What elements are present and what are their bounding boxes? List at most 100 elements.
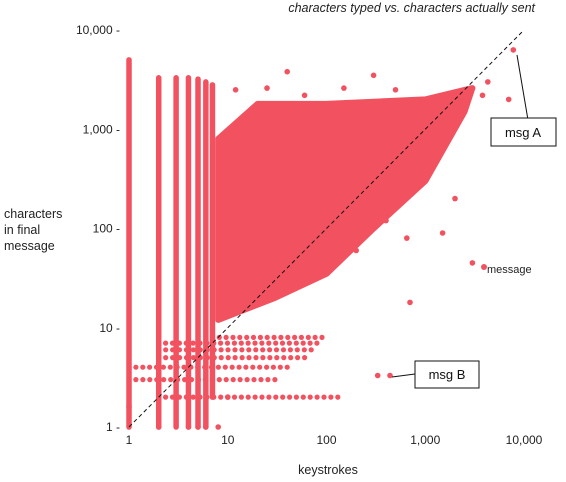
y-tick-label: 100 - [93,222,120,236]
y-tick-label: 10 - [99,321,120,335]
data-point [273,394,279,400]
legend-marker [481,264,487,270]
data-point [154,377,160,383]
data-point [267,355,273,361]
data-point [244,334,250,340]
data-point [246,347,252,353]
annotation-msg-b: msg B [391,360,480,389]
data-point [163,347,169,353]
data-point [374,372,381,379]
data-point [209,334,216,340]
data-point [307,394,313,400]
data-point [266,394,272,400]
data-point [160,364,166,370]
data-point [321,394,327,400]
data-point [176,347,183,353]
data-point [284,68,291,75]
data-point [272,377,278,383]
data-point [445,136,451,142]
data-point [259,340,265,346]
data-point [301,92,308,99]
data-point [216,377,222,383]
data-point [293,394,299,400]
reference-line-y-equals-x [128,29,525,428]
data-point [176,340,182,346]
data-point [505,96,512,103]
data-point [239,355,245,361]
data-point [295,355,301,361]
data-point [170,355,176,361]
data-point [211,355,217,361]
x-tick-label: 1 [126,433,133,447]
y-tick-label: 10,000 - [76,23,120,37]
data-point [197,394,203,400]
data-point [155,424,162,430]
data-point [126,377,132,383]
data-point [237,334,243,340]
data-point [224,340,231,346]
data-point [216,334,222,340]
data-point [301,347,307,353]
data-point [287,347,293,353]
data-point [257,334,263,340]
data-point [353,247,360,254]
data-point [270,364,276,370]
y-axis: 1 - 10 - 100 - 1,000 - 10,000 - [76,23,120,434]
data-point [260,347,266,353]
data-point [274,355,280,361]
data-point [225,347,231,353]
data-point [163,340,169,346]
data-point [197,340,203,346]
data-point [279,340,286,346]
data-point [147,364,153,370]
data-point [167,364,173,370]
data-point [170,347,176,353]
data-point [245,394,251,400]
data-point [232,87,239,93]
annotation-msg-b-leader [391,373,416,378]
data-point [190,340,196,346]
data-point [177,355,183,361]
data-point [230,334,236,340]
data-points [126,47,517,430]
data-point [341,85,347,91]
data-point [218,347,224,353]
data-point [169,340,176,346]
data-point [215,424,221,430]
data-point [264,85,270,91]
data-point [273,347,280,353]
data-point [230,377,236,383]
chart-title: characters typed vs. characters actually… [288,1,535,15]
data-point [204,340,210,346]
data-point [387,372,393,379]
data-point [183,340,189,346]
y-axis-label-line-2: in final [4,223,40,237]
data-point [195,377,202,383]
data-point [252,394,258,400]
data-point [133,364,139,370]
annotation-msg-a-box [490,117,557,147]
data-point [245,340,251,346]
data-point [267,347,273,353]
data-point [181,364,187,370]
data-point [204,347,210,353]
data-point [175,377,181,383]
data-point [126,364,132,370]
data-point [264,364,270,370]
data-point [335,394,341,400]
data-point [277,364,283,370]
y-axis-label: characters in final message [4,207,62,253]
data-point [383,217,389,224]
data-point [294,347,300,353]
data-point [211,347,217,353]
data-point [286,340,292,346]
data-point [430,152,436,158]
data-point [288,355,294,361]
data-point [370,72,377,79]
data-point [246,355,252,361]
data-point [469,260,476,266]
data-point [197,347,203,353]
data-point [253,347,259,353]
data-point [174,364,180,370]
